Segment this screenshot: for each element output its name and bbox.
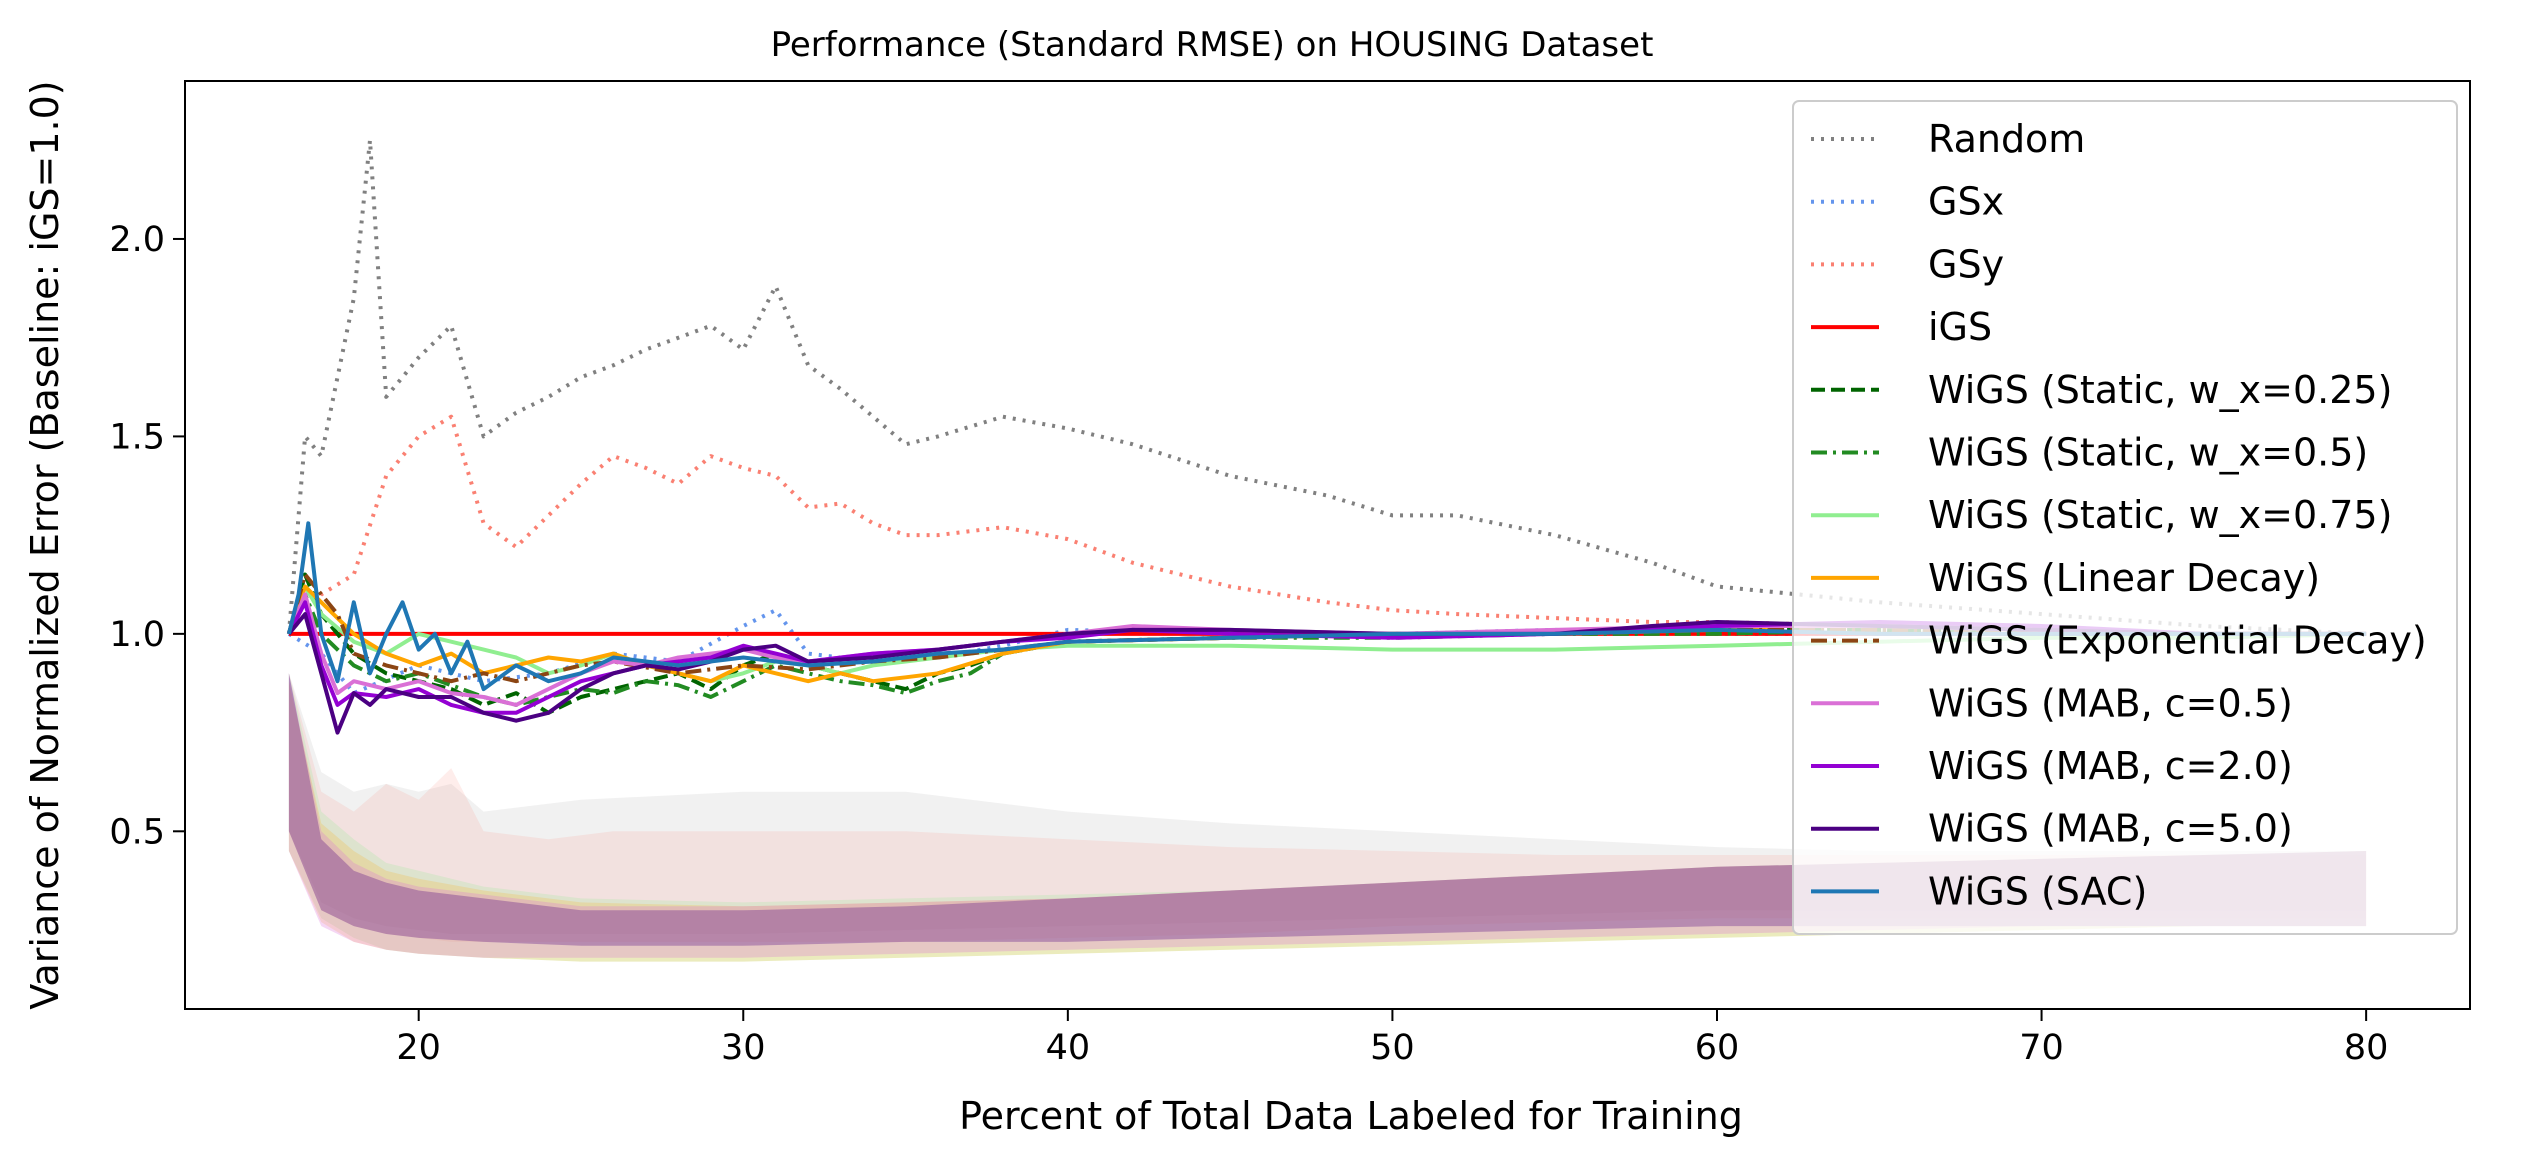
legend-label: WiGS (Static, w_x=0.5) xyxy=(1928,431,2368,475)
chart-title: Performance (Standard RMSE) on HOUSING D… xyxy=(771,25,1654,65)
y-tick-label: 1.0 xyxy=(109,615,165,655)
y-axis-label: Variance of Normalized Error (Baseline: … xyxy=(23,80,67,1009)
x-tick-label: 80 xyxy=(2344,1028,2389,1068)
legend-label: WiGS (MAB, c=5.0) xyxy=(1928,807,2293,851)
legend: Random GSx GSy iGS WiGS (Static, w_x=0.25) Wi… xyxy=(1792,100,2458,935)
legend-label: WiGS (MAB, c=2.0) xyxy=(1928,744,2293,788)
x-tick-label: 60 xyxy=(1695,1028,1740,1068)
legend-label: WiGS (Static, w_x=0.25) xyxy=(1928,368,2392,412)
series-line-wigs-mab-c-5-0 xyxy=(287,612,2367,735)
series-lines xyxy=(286,138,2367,735)
legend-label: iGS xyxy=(1928,305,1992,349)
legend-label: Random xyxy=(1928,117,2085,161)
series-line-wigs-sac xyxy=(286,521,2367,692)
legend-label: GSx xyxy=(1928,180,2004,224)
legend-box xyxy=(1792,100,2458,935)
y-tick-label: 1.5 xyxy=(109,417,165,457)
y-axis-ticks: 0.5 1.0 1.5 2.0 xyxy=(109,220,185,852)
x-axis-label: Percent of Total Data Labeled for Traini… xyxy=(959,1094,1743,1138)
x-tick-label: 40 xyxy=(1046,1028,1091,1068)
x-tick-label: 30 xyxy=(721,1028,766,1068)
legend-label: WiGS (Static, w_x=0.75) xyxy=(1928,493,2392,537)
x-tick-label: 70 xyxy=(2019,1028,2064,1068)
x-axis-ticks: 20 30 40 50 60 70 80 xyxy=(396,1009,2388,1068)
legend-label: WiGS (MAB, c=0.5) xyxy=(1928,681,2293,725)
legend-label: WiGS (SAC) xyxy=(1928,869,2147,913)
x-tick-label: 20 xyxy=(396,1028,441,1068)
legend-label: GSy xyxy=(1928,242,2004,286)
legend-label: WiGS (Exponential Decay) xyxy=(1928,619,2427,663)
x-tick-label: 50 xyxy=(1370,1028,1415,1068)
y-tick-label: 0.5 xyxy=(109,812,165,852)
plot-frame xyxy=(184,80,2471,1010)
series-line-gsy xyxy=(287,414,2367,636)
y-tick-label: 2.0 xyxy=(109,220,165,260)
legend-label: WiGS (Linear Decay) xyxy=(1928,556,2320,600)
